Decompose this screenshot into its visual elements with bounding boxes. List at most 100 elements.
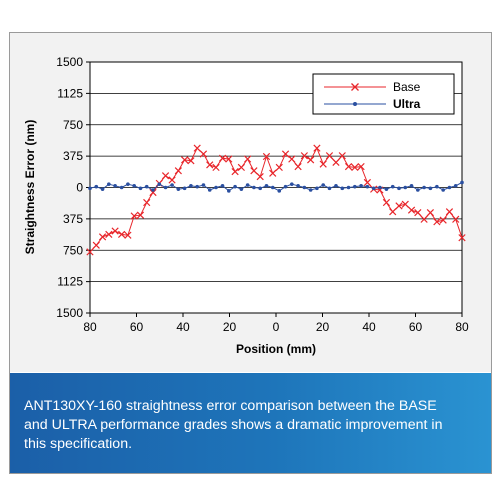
ultra-data-point [220, 184, 225, 188]
ultra-data-point [94, 184, 99, 189]
ultra-data-point [252, 185, 256, 190]
x-tick-label: 0 [273, 320, 280, 334]
base-data-point [420, 215, 428, 223]
ultra-data-point [384, 187, 389, 191]
base-data-point [199, 150, 208, 158]
base-data-point [363, 178, 371, 187]
base-data-point [458, 234, 466, 242]
ultra-data-point [144, 184, 149, 189]
ultra-data-point [416, 188, 420, 192]
ultra-data-point [214, 185, 218, 190]
ultra-data-point [409, 184, 414, 188]
ultra-data-point [453, 184, 458, 188]
x-tick-label: 40 [362, 320, 376, 334]
base-data-point [319, 160, 327, 168]
base-data-point [174, 167, 182, 175]
ultra-data-point [428, 186, 433, 191]
base-data-point [130, 212, 138, 220]
base-data-point [168, 176, 176, 184]
x-tick-label: 20 [316, 320, 330, 334]
ultra-data-point [321, 183, 325, 187]
ultra-data-point [340, 186, 345, 191]
x-axis-title: Position (mm) [236, 342, 316, 356]
legend-base-label: Base [393, 80, 421, 94]
ultra-data-point [126, 182, 130, 186]
base-data-point [389, 208, 397, 216]
ultra-data-point [315, 186, 319, 191]
ultra-data-point [296, 184, 300, 188]
ultra-data-point [353, 184, 357, 189]
ultra-data-point [151, 188, 155, 192]
ultra-data-point [264, 184, 269, 188]
base-data-point [281, 150, 290, 158]
base-data-point [143, 198, 151, 207]
base-data-point [357, 162, 365, 171]
caption-banner: ANT130XY-160 straightness error comparis… [10, 373, 491, 473]
legend-base-marker [351, 83, 359, 91]
base-data-point [256, 172, 264, 181]
ultra-data-point [132, 184, 136, 188]
base-data-point [262, 152, 271, 161]
ultra-data-point [258, 186, 262, 191]
base-data-point [244, 155, 252, 163]
base-data-point [395, 202, 403, 210]
x-tick-labels: 80 60 40 20 0 20 40 60 80 [83, 320, 469, 334]
base-data-point [401, 200, 409, 208]
ultra-data-point [359, 184, 363, 188]
base-data-point [313, 144, 321, 152]
ultra-data-point [176, 187, 181, 191]
base-data-point [351, 163, 359, 172]
legend: Base Ultra [312, 73, 455, 115]
ultra-data-point [302, 185, 307, 190]
x-tick-label: 80 [83, 320, 97, 334]
base-data-point [225, 155, 233, 163]
base-data-point [218, 154, 227, 162]
base-data-point [212, 163, 220, 172]
ultra-data-point [378, 185, 382, 190]
base-data-point [332, 158, 340, 167]
ultra-data-point [170, 183, 174, 187]
y-tick-label: 0 [76, 181, 83, 195]
base-data-point [193, 144, 201, 152]
legend-ultra-label: Ultra [393, 97, 421, 111]
ultra-data-point [189, 184, 193, 188]
caption-line-3: this specification. [24, 436, 133, 452]
ultra-data-point [119, 185, 124, 190]
ultra-data-point [233, 184, 237, 189]
y-tick-label: 1125 [57, 86, 83, 100]
ultra-data-point [283, 184, 288, 189]
base-data-point [294, 162, 302, 171]
ultra-data-point [346, 185, 351, 190]
ultra-data-point [227, 189, 231, 193]
ultra-data-point [308, 188, 313, 192]
ultra-data-point [447, 185, 452, 190]
base-data-point [92, 241, 100, 249]
x-tick-label: 20 [223, 320, 237, 334]
caption-line-2: and ULTRA performance grades shows a dra… [24, 417, 443, 433]
base-data-point [237, 163, 245, 172]
base-data-point [307, 156, 315, 164]
straightness-chart: 1500 1125 750 375 0 375 750 1125 1500 80 60 40 20 0 2… [23, 55, 469, 356]
ultra-data-point [201, 183, 206, 187]
base-data-point [206, 161, 214, 169]
y-tick-label: 1125 [57, 275, 83, 289]
ultra-data-point [207, 188, 212, 192]
y-tick-labels: 1500 1125 750 375 0 375 750 1125 1500 [56, 55, 83, 320]
base-data-point [407, 206, 416, 214]
base-data-point [288, 155, 296, 163]
base-data-point [231, 167, 239, 176]
ultra-data-point [390, 184, 395, 189]
y-tick-label: 1500 [56, 55, 83, 69]
ultra-data-point [239, 187, 244, 191]
base-data-point [181, 156, 189, 164]
series-layer [86, 144, 466, 256]
base-data-point [105, 230, 113, 238]
base-data-point [269, 169, 277, 177]
y-tick-label: 1500 [56, 306, 83, 320]
base-data-point [98, 233, 107, 241]
ultra-data-point [113, 184, 117, 188]
base-data-point [325, 152, 334, 160]
ultra-data-point [138, 186, 143, 191]
ultra-data-point [327, 186, 332, 191]
base-data-point [433, 218, 441, 226]
